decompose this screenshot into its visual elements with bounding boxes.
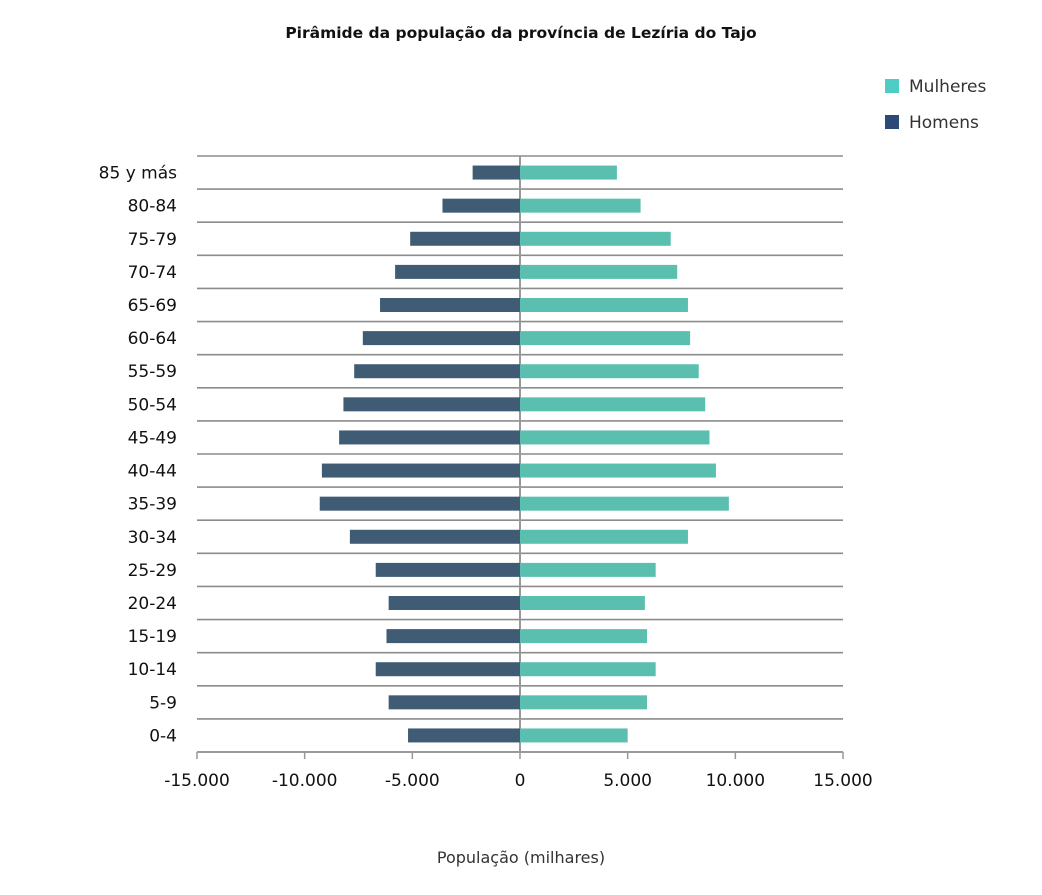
bar-homens bbox=[380, 298, 520, 312]
bar-mulheres bbox=[520, 728, 628, 743]
category-label: 45-49 bbox=[128, 428, 177, 448]
bar-homens bbox=[375, 562, 520, 577]
x-tick-label: 0 bbox=[515, 771, 526, 791]
legend-label-mulheres: Mulheres bbox=[909, 77, 986, 97]
bar-homens bbox=[349, 529, 520, 544]
bar-homens bbox=[343, 397, 520, 412]
x-tick-label: -5.000 bbox=[385, 771, 440, 791]
bar-homens bbox=[395, 264, 520, 279]
legend-swatch-mulheres bbox=[885, 79, 899, 93]
category-label: 80-84 bbox=[128, 197, 177, 217]
category-label: 5-9 bbox=[149, 693, 177, 713]
bar-homens bbox=[442, 198, 520, 213]
bar-homens bbox=[375, 662, 520, 677]
category-label: 40-44 bbox=[128, 462, 177, 482]
bar-mulheres bbox=[520, 397, 706, 412]
bar-homens bbox=[408, 728, 520, 743]
chart-title: Pirâmide da população da província de Le… bbox=[285, 24, 756, 42]
category-label: 20-24 bbox=[128, 594, 177, 614]
bar-mulheres bbox=[520, 198, 641, 213]
bar-mulheres bbox=[520, 364, 699, 379]
bar-homens bbox=[354, 364, 520, 379]
category-label: 75-79 bbox=[128, 230, 177, 250]
x-tick-label: 15.000 bbox=[813, 771, 872, 791]
bar-mulheres bbox=[520, 463, 716, 478]
bar-mulheres bbox=[520, 231, 671, 246]
bar-homens bbox=[386, 629, 520, 644]
bar-mulheres bbox=[520, 165, 617, 180]
bar-mulheres bbox=[520, 430, 710, 445]
bar-homens bbox=[410, 231, 520, 246]
bar-mulheres bbox=[520, 331, 691, 346]
category-label: 15-19 bbox=[128, 627, 177, 647]
bar-mulheres bbox=[520, 264, 678, 279]
category-label: 35-39 bbox=[128, 495, 177, 515]
category-label: 65-69 bbox=[128, 296, 177, 316]
category-label: 70-74 bbox=[128, 263, 177, 283]
x-tick-label: 10.000 bbox=[706, 771, 765, 791]
bar-homens bbox=[472, 165, 520, 180]
bar-homens bbox=[339, 430, 520, 445]
bar-mulheres bbox=[520, 496, 729, 511]
category-label: 85 y más bbox=[99, 164, 177, 184]
bar-homens bbox=[388, 695, 520, 710]
legend-label-homens: Homens bbox=[909, 113, 979, 133]
bar-homens bbox=[319, 496, 520, 511]
category-label: 55-59 bbox=[128, 362, 177, 382]
bar-homens bbox=[362, 331, 520, 346]
bar-mulheres bbox=[520, 529, 688, 544]
category-label: 0-4 bbox=[149, 726, 177, 746]
category-label: 25-29 bbox=[128, 561, 177, 581]
x-axis-label: População (milhares) bbox=[437, 848, 605, 867]
bar-mulheres bbox=[520, 629, 648, 644]
bar-mulheres bbox=[520, 562, 656, 577]
category-label: 50-54 bbox=[128, 395, 177, 415]
x-tick-label: -15.000 bbox=[164, 771, 230, 791]
category-label: 60-64 bbox=[128, 329, 177, 349]
bar-homens bbox=[388, 596, 520, 610]
bar-mulheres bbox=[520, 596, 645, 610]
bar-mulheres bbox=[520, 662, 656, 677]
x-tick-label: 5.000 bbox=[603, 771, 652, 791]
category-label: 10-14 bbox=[128, 660, 177, 680]
x-tick-label: -10.000 bbox=[272, 771, 338, 791]
legend-swatch-homens bbox=[885, 115, 899, 129]
bar-mulheres bbox=[520, 695, 648, 710]
bar-homens bbox=[321, 463, 520, 478]
category-label: 30-34 bbox=[128, 528, 177, 548]
bar-mulheres bbox=[520, 298, 688, 312]
